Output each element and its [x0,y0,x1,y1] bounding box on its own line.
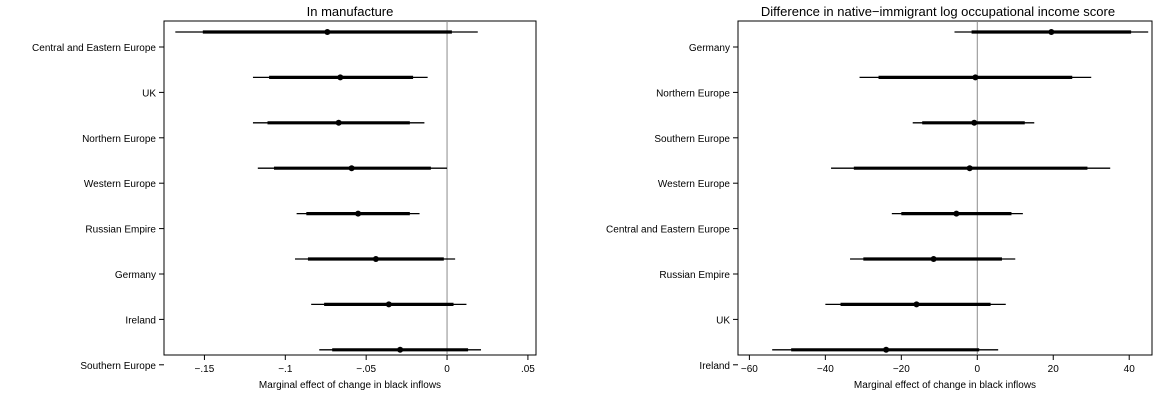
point-estimate [972,74,979,81]
y-tick-label: Germany [115,270,156,281]
point-estimate [372,256,379,262]
y-tick-label: Russian Empire [659,270,730,281]
y-tick-label: Northern Europe [656,88,730,99]
x-tick-label: .05 [521,364,535,375]
x-tick-label: 20 [1048,364,1060,375]
y-tick-label: Western Europe [658,179,731,190]
y-tick-label: UK [716,315,730,326]
x-tick-label: −.15 [195,364,215,375]
point-estimate [324,29,331,35]
y-tick-label: Northern Europe [82,134,156,145]
y-tick-label: Russian Empire [85,225,156,236]
x-tick-label: −60 [741,364,758,375]
point-estimate [1048,29,1055,35]
x-axis-label: Marginal effect of change in black inflo… [854,380,1036,391]
point-estimate [953,210,960,217]
y-tick-label: Ireland [125,315,156,326]
point-estimate [355,210,362,217]
y-tick-label: Ireland [699,361,730,372]
point-estimate [913,301,920,308]
plot-frame [163,20,537,356]
point-estimate [337,74,344,81]
chart-title: Difference in native−immigrant log occup… [761,4,1115,19]
y-tick-label: Southern Europe [80,361,156,372]
y-tick-label: Germany [689,43,730,54]
point-estimate [930,256,937,262]
y-tick-label: Central and Eastern Europe [32,43,156,54]
point-estimate [385,301,392,308]
y-tick-label: Central and Eastern Europe [606,225,730,236]
y-tick-label: UK [142,88,156,99]
x-tick-label: 0 [444,364,450,375]
plot-frame [737,20,1153,356]
x-tick-label: 0 [975,364,981,375]
y-tick-label: Western Europe [84,179,157,190]
point-estimate [348,165,355,172]
chart-title: In manufacture [307,4,394,19]
x-tick-label: −.1 [278,364,293,375]
x-tick-label: −.05 [356,364,376,375]
point-estimate [397,346,404,353]
point-estimate [883,346,890,353]
x-axis-label: Marginal effect of change in black inflo… [259,380,441,391]
point-estimate [966,165,973,172]
x-tick-label: −20 [893,364,910,375]
point-estimate [335,119,342,126]
x-tick-label: 40 [1124,364,1136,375]
point-estimate [971,119,978,126]
x-tick-label: −40 [817,364,834,375]
y-tick-label: Southern Europe [654,134,730,145]
